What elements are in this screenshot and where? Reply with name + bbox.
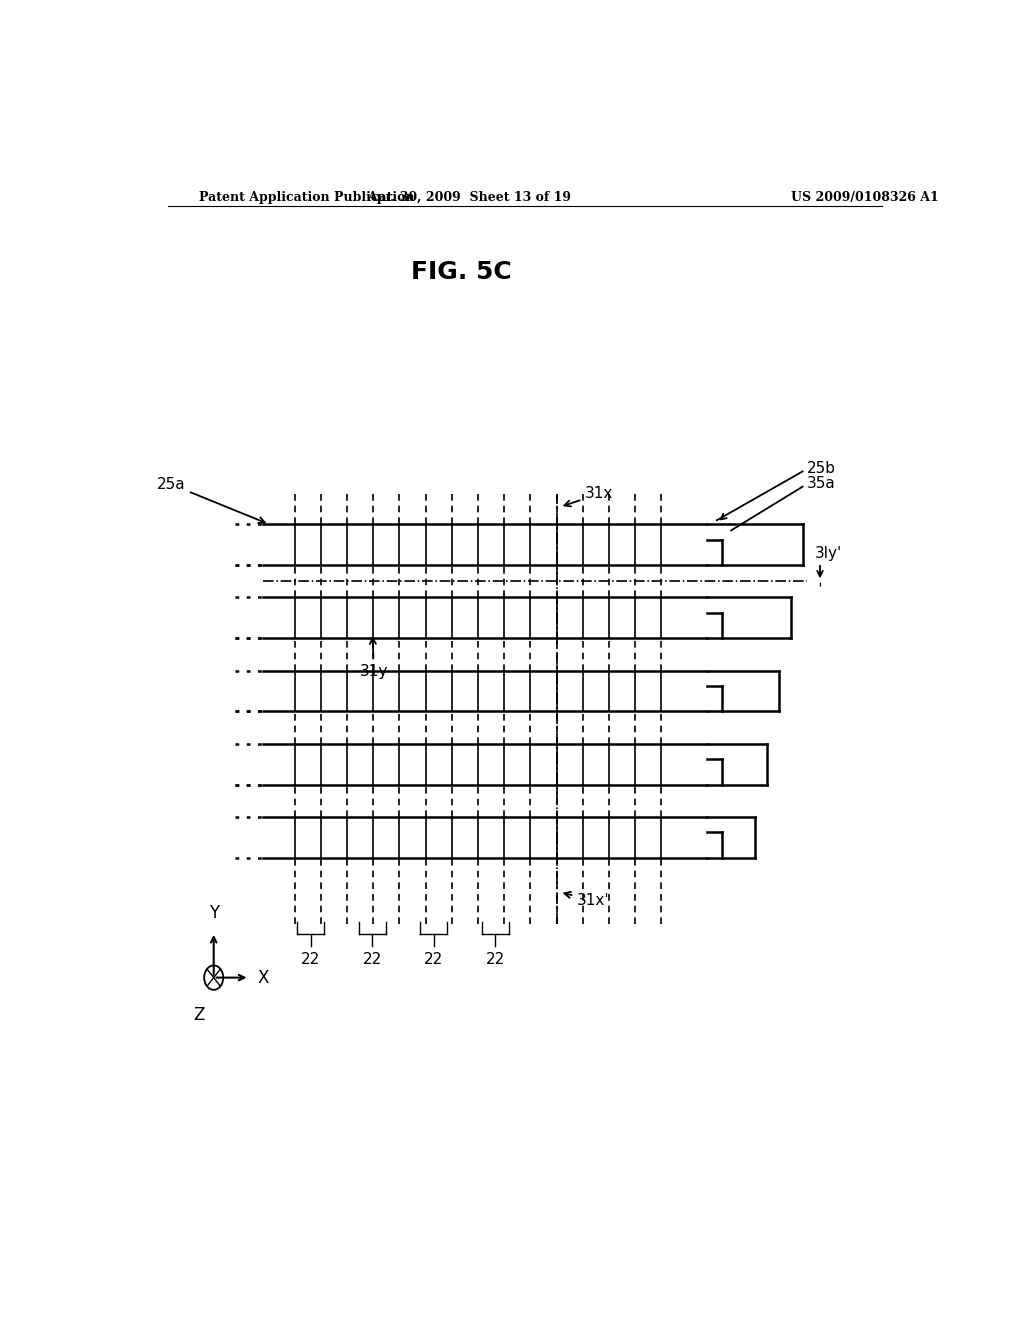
- Text: 25a: 25a: [157, 477, 265, 523]
- Text: Apr. 30, 2009  Sheet 13 of 19: Apr. 30, 2009 Sheet 13 of 19: [368, 191, 571, 203]
- Text: FIG. 5C: FIG. 5C: [411, 260, 512, 284]
- Text: US 2009/0108326 A1: US 2009/0108326 A1: [791, 191, 938, 203]
- Text: 31x: 31x: [564, 486, 613, 507]
- Text: Z: Z: [194, 1006, 205, 1024]
- Text: 35a: 35a: [807, 475, 836, 491]
- Text: 22: 22: [362, 952, 382, 968]
- Text: X: X: [257, 969, 268, 986]
- Text: Y: Y: [209, 904, 219, 921]
- Text: 31y: 31y: [359, 638, 388, 678]
- Text: 25b: 25b: [807, 461, 836, 475]
- Text: 22: 22: [485, 952, 505, 968]
- Text: 22: 22: [301, 952, 321, 968]
- Text: Patent Application Publication: Patent Application Publication: [200, 191, 415, 203]
- Text: 31x': 31x': [564, 892, 610, 908]
- Text: 22: 22: [424, 952, 443, 968]
- Text: 3ly': 3ly': [814, 546, 842, 561]
